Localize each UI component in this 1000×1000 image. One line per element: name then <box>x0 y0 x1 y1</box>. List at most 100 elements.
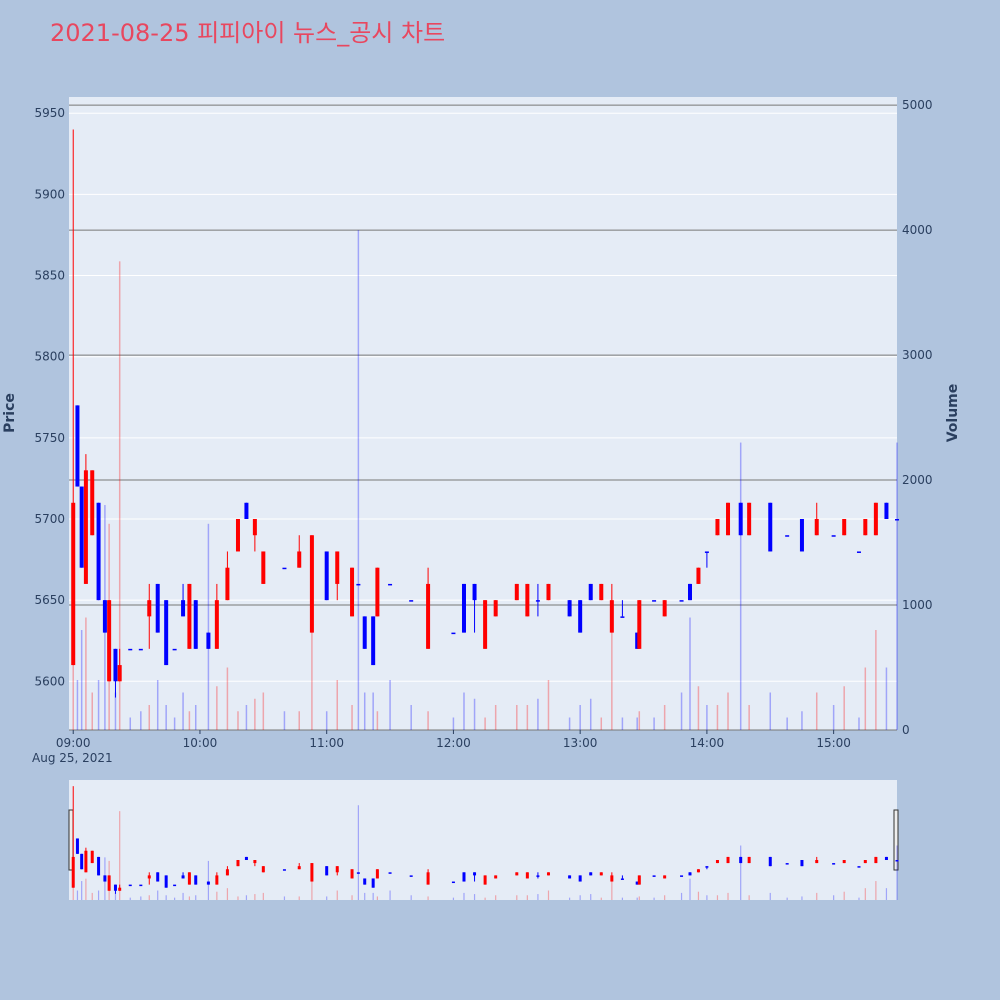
candle-body <box>102 600 107 633</box>
slider-candle-body <box>107 875 111 891</box>
slider-volume-bar <box>298 896 300 900</box>
slider-volume-bar <box>864 888 866 900</box>
volume-bar <box>600 717 603 730</box>
slider-volume-bar <box>706 895 708 900</box>
volume-bar <box>336 680 339 730</box>
volume-bar <box>85 617 87 730</box>
candle-body <box>535 600 540 602</box>
slider-candle-body <box>356 872 360 874</box>
slider-candle-body <box>225 869 229 876</box>
volume-bar <box>363 692 366 730</box>
y2-tick-label: 3000 <box>902 348 933 362</box>
slider-volume-bar <box>526 895 528 900</box>
candle-body <box>214 600 219 649</box>
candle-body <box>768 502 773 552</box>
volume-bar <box>706 705 708 730</box>
candle-body <box>83 470 88 584</box>
volume-bar <box>194 705 197 730</box>
slider-candle-body <box>578 875 582 882</box>
slider-volume-bar <box>336 890 338 900</box>
candle-body <box>324 551 329 601</box>
candle-body <box>567 600 572 617</box>
candle-body <box>738 502 743 536</box>
volume-bar <box>716 705 719 730</box>
candle-body <box>138 648 143 651</box>
volume-bar <box>237 711 239 730</box>
volume-bar <box>727 692 729 730</box>
slider-candle-body <box>71 856 75 888</box>
x-tick-label: 11:00 <box>309 736 344 750</box>
candle-body <box>652 600 657 602</box>
slider-candle-body <box>483 875 487 885</box>
slider-candle-body <box>635 881 639 885</box>
slider-candle-body <box>842 860 846 864</box>
volume-bar <box>216 686 218 730</box>
volume-bar <box>689 617 691 730</box>
candle-body <box>483 600 488 649</box>
volume-bar <box>843 686 845 730</box>
volume-bar <box>452 717 455 730</box>
slider-candle-body <box>536 875 540 877</box>
volume-bar <box>80 630 83 730</box>
slider-volume-bar <box>372 892 374 900</box>
slider-candle-body <box>589 872 593 876</box>
volume-bar <box>173 717 176 730</box>
slider-candle-body <box>244 856 248 860</box>
slider-volume-bar <box>547 890 550 900</box>
candle-body <box>206 632 211 649</box>
slider-candle-body <box>696 869 700 873</box>
slider-candle-body <box>426 872 430 885</box>
slider-volume-bar <box>452 897 455 900</box>
slider-candle-body <box>118 887 122 891</box>
x-tick-label: 13:00 <box>563 736 598 750</box>
slider-candle-body <box>895 860 899 862</box>
volume-bar <box>254 698 256 730</box>
slider-volume-bar <box>858 897 860 900</box>
y-tick-label: 5600 <box>34 674 65 688</box>
slider-volume-bar <box>495 895 497 900</box>
slider-candle-body <box>663 875 667 879</box>
slider-volume-bar <box>748 895 750 900</box>
candle-body <box>688 583 692 601</box>
slider-candle-body <box>139 884 143 887</box>
volume-bar <box>832 705 835 730</box>
candle-body <box>588 583 593 601</box>
volume-bar <box>621 717 624 730</box>
volume-bar <box>188 711 191 730</box>
candle-body <box>863 519 868 536</box>
slider-candle-body <box>409 875 413 877</box>
slider-candle-body <box>187 872 191 885</box>
slider-candle-body <box>688 872 692 876</box>
slider-volume-bar <box>114 892 117 900</box>
slider-candle-body <box>800 860 804 867</box>
volume-bar <box>140 711 142 730</box>
volume-bar <box>389 680 391 730</box>
slider-candle-body <box>568 875 572 879</box>
candle-body <box>282 567 287 570</box>
slider-candle-body <box>282 869 286 871</box>
slider-volume-bar <box>91 892 93 900</box>
candle-body <box>635 632 640 649</box>
slider-candle-body <box>206 881 210 885</box>
slider-candle-body <box>815 860 819 864</box>
slider-volume-bar <box>326 896 328 900</box>
slider-volume-bar <box>590 894 592 900</box>
slider-handle[interactable] <box>893 809 899 871</box>
volume-bar <box>76 680 79 730</box>
volume-bar <box>283 711 286 730</box>
slider-candle-body <box>371 878 375 888</box>
volume-bar <box>463 692 465 730</box>
volume-bar <box>801 711 803 730</box>
slider-volume-bar <box>165 895 167 900</box>
slider-volume-bar <box>680 892 683 900</box>
candle-body <box>155 583 160 633</box>
candle-body <box>164 600 169 666</box>
slider-volume-bar <box>463 892 465 900</box>
volume-bar <box>611 617 613 730</box>
candle-body <box>842 519 847 536</box>
volume-bar <box>739 442 742 730</box>
volume-bar <box>568 717 571 730</box>
slider-candle-body <box>525 872 529 879</box>
slider-volume-bar <box>254 894 256 900</box>
